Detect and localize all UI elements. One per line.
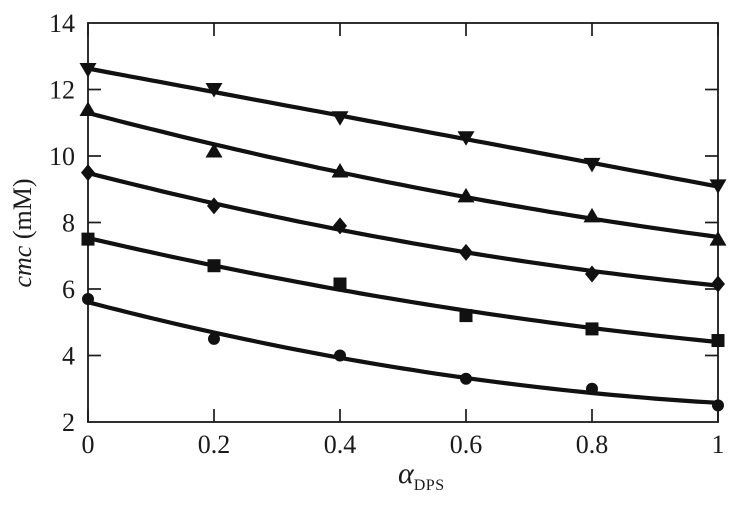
marker-circle (82, 292, 94, 305)
x-tick-label: 0.6 (450, 430, 483, 459)
x-axis-label-subscript: DPS (413, 477, 445, 494)
curve-diamond-series (85, 170, 721, 288)
marker-circle (586, 382, 598, 395)
marker-triangle-down (457, 131, 475, 146)
y-axis-label-cmc: cmc (8, 245, 37, 288)
x-tick-label: 0.2 (198, 430, 231, 459)
marker-circle (334, 349, 346, 362)
marker-diamond (333, 217, 347, 235)
marker-square (711, 334, 725, 348)
marker-square (459, 309, 473, 323)
curve-triangle-down-series (85, 66, 721, 189)
marker-square (81, 232, 95, 246)
marker-triangle-down (709, 179, 727, 194)
y-axis-label-units: (mM) (8, 178, 37, 246)
y-tick-label: 6 (62, 275, 75, 304)
curve-square-series (85, 235, 721, 345)
marker-triangle-down (331, 111, 349, 126)
y-axis-label: cmc (mM) (8, 178, 38, 287)
marker-circle (460, 372, 472, 385)
marker-circle (712, 399, 724, 412)
marker-triangle-up (457, 187, 475, 203)
y-tick-label: 4 (62, 342, 75, 371)
x-axis-label-alpha: α (398, 457, 414, 490)
y-tick-label: 10 (49, 142, 75, 171)
marker-diamond (459, 243, 473, 261)
x-tick-label: 0 (82, 430, 95, 459)
curve-circle-series (85, 300, 721, 405)
curve-triangle-up-series (85, 110, 721, 239)
marker-triangle-down (79, 63, 97, 78)
marker-triangle-up (709, 231, 727, 246)
y-tick-label: 8 (62, 209, 75, 238)
marker-diamond (711, 275, 725, 293)
marker-diamond (207, 197, 221, 215)
y-tick-label: 12 (49, 76, 75, 105)
x-tick-label: 1 (712, 430, 725, 459)
marker-triangle-up (583, 207, 601, 223)
marker-triangle-down (583, 157, 601, 173)
marker-square (207, 259, 221, 273)
marker-triangle-down (205, 83, 223, 98)
x-tick-label: 0.4 (324, 430, 357, 459)
y-tick-label: 2 (62, 408, 75, 437)
marker-triangle-up (79, 101, 97, 116)
marker-triangle-up (331, 162, 349, 178)
marker-square (585, 322, 599, 336)
y-tick-label: 14 (49, 9, 75, 38)
marker-square (333, 277, 347, 291)
x-tick-label: 0.8 (576, 430, 609, 459)
x-axis-label: αDPS (398, 459, 445, 494)
marker-circle (208, 332, 220, 345)
marker-diamond (585, 265, 599, 283)
marker-triangle-up (205, 143, 223, 158)
marker-diamond (81, 164, 95, 182)
